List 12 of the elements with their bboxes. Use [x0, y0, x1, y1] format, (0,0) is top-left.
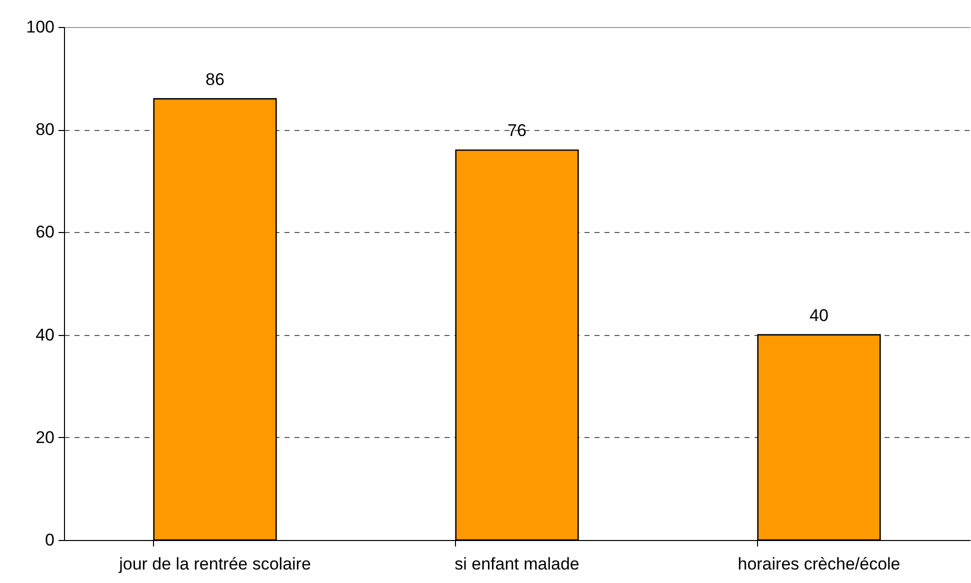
y-tick-label: 60	[36, 222, 54, 242]
y-tick-label: 0	[45, 530, 54, 550]
data-label: 40	[810, 306, 828, 325]
y-tick-label: 20	[36, 428, 54, 447]
data-label: 76	[508, 121, 526, 140]
y-tick-label: 40	[36, 325, 54, 344]
y-tick-label: 100	[26, 18, 54, 36]
data-label: 86	[206, 70, 224, 89]
y-tick-label: 80	[36, 120, 54, 140]
x-tick-label: jour de la rentrée scolaire	[118, 554, 311, 574]
x-tick-label: horaires crèche/école	[738, 554, 900, 574]
x-tick-label: si enfant malade	[454, 554, 580, 574]
